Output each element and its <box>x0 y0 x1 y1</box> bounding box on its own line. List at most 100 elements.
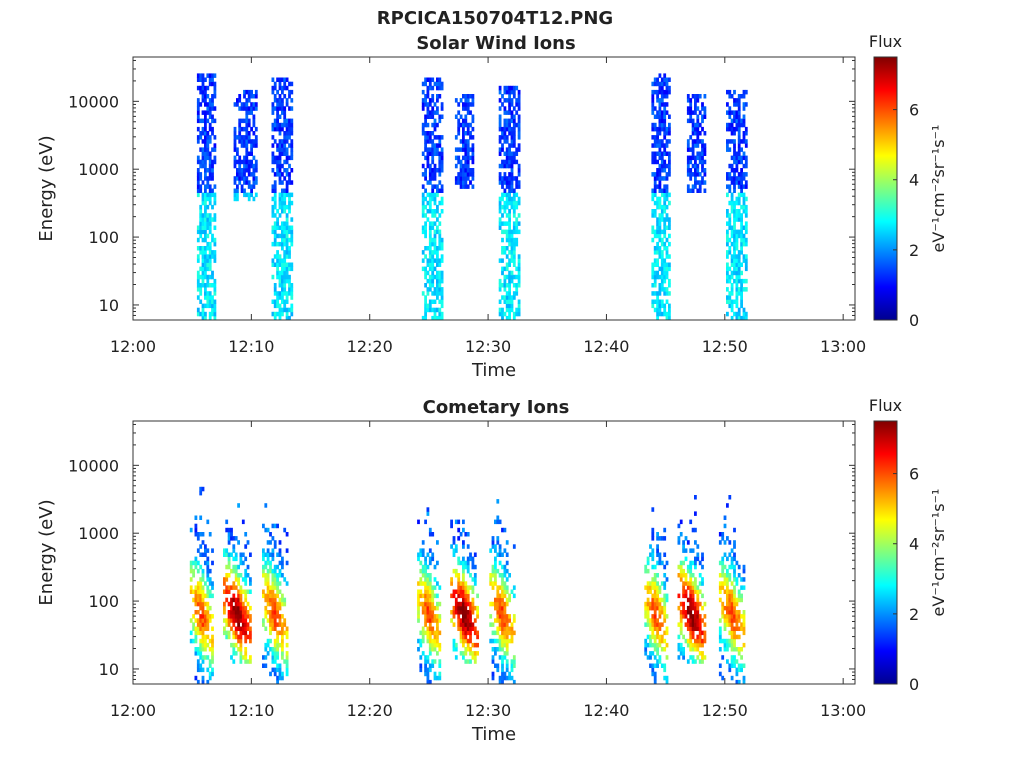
spectrogram-cell <box>653 200 657 206</box>
spectrogram-cell <box>515 176 519 181</box>
spectrogram-cell <box>658 225 662 230</box>
spectrogram-cell <box>211 118 214 124</box>
spectrogram-cell <box>651 597 655 603</box>
spectrogram-cell <box>237 614 240 619</box>
spectrogram-cell <box>510 188 514 193</box>
spectrogram-cell <box>276 274 279 280</box>
spectrogram-cell <box>665 110 669 115</box>
spectrogram-cell <box>246 540 250 545</box>
spectrogram-cell <box>728 89 732 95</box>
spectrogram-cell <box>233 155 237 161</box>
spectrogram-cell <box>426 209 430 214</box>
spectrogram-cell <box>701 114 704 119</box>
spectrogram-cell <box>742 233 746 239</box>
spectrogram-cell <box>243 180 246 185</box>
spectrogram-cell <box>206 614 210 619</box>
spectrogram-cell <box>201 274 205 280</box>
spectrogram-cell <box>199 642 203 648</box>
spectrogram-cell <box>473 659 477 664</box>
spectrogram-cell <box>433 147 437 152</box>
spectrogram-cell <box>426 618 430 623</box>
spectrogram-cell <box>206 196 210 202</box>
spectrogram-cell <box>679 560 683 566</box>
spectrogram-cell <box>689 568 693 574</box>
spectrogram-cell <box>744 241 748 247</box>
spectrogram-cell <box>498 147 502 152</box>
spectrogram-cell <box>424 303 427 309</box>
spectrogram-cell <box>684 589 688 594</box>
spectrogram-cell <box>466 143 470 148</box>
spectrogram-cell <box>689 560 693 566</box>
spectrogram-cell <box>428 560 432 566</box>
spectrogram-cell <box>208 126 212 132</box>
spectrogram-cell <box>689 589 693 594</box>
spectrogram-cell <box>726 266 729 272</box>
spectrogram-cell <box>201 642 205 648</box>
spectrogram-cell <box>740 262 743 267</box>
spectrogram-cell <box>491 540 495 545</box>
spectrogram-cell <box>503 311 507 317</box>
spectrogram-cell <box>254 180 258 185</box>
spectrogram-cell <box>419 655 423 660</box>
spectrogram-cell <box>728 573 732 578</box>
spectrogram-cell <box>440 151 444 156</box>
spectrogram-cell <box>464 651 468 656</box>
spectrogram-cell <box>223 581 226 586</box>
spectrogram-cell <box>250 184 253 189</box>
spectrogram-cell <box>428 233 432 239</box>
spectrogram-cell <box>285 229 289 235</box>
spectrogram-cell <box>651 122 655 128</box>
spectrogram-cell <box>213 225 217 230</box>
spectrogram-cell <box>288 94 291 99</box>
spectrogram-cell <box>737 291 741 296</box>
spectrogram-cell <box>469 626 472 631</box>
spectrogram-cell <box>276 622 279 627</box>
spectrogram-cell <box>438 139 442 144</box>
spectrogram-cell <box>476 593 479 599</box>
spectrogram-cell <box>733 102 736 107</box>
spectrogram-cell <box>194 597 198 603</box>
spectrogram-cell <box>232 568 236 574</box>
spectrogram-cell <box>281 102 284 107</box>
spectrogram-cell <box>735 597 739 603</box>
spectrogram-cell <box>510 659 514 664</box>
spectrogram-cell <box>730 110 734 115</box>
spectrogram-cell <box>653 77 657 82</box>
spectrogram-cell <box>730 126 734 132</box>
spectrogram-cell <box>278 143 282 148</box>
spectrogram-cell <box>431 618 435 623</box>
spectrogram-cell <box>651 81 655 87</box>
spectrogram-cell <box>644 585 648 590</box>
spectrogram-cell <box>491 638 495 644</box>
spectrogram-cell <box>436 184 439 189</box>
spectrogram-cell <box>281 270 284 276</box>
spectrogram-cell <box>243 102 246 107</box>
spectrogram-cell <box>454 519 458 525</box>
spectrogram-cell <box>237 638 240 644</box>
spectrogram-cell <box>249 659 252 664</box>
spectrogram-cell <box>503 131 507 136</box>
spectrogram-cell <box>438 200 442 206</box>
spectrogram-cell <box>285 299 289 304</box>
spectrogram-cell <box>438 659 442 664</box>
spectrogram-cell <box>230 536 233 541</box>
spectrogram-cell <box>660 213 664 218</box>
spectrogram-cell <box>742 192 746 198</box>
spectrogram-cell <box>658 126 662 132</box>
spectrogram-cell <box>225 577 229 582</box>
spectrogram-cell <box>438 618 442 623</box>
spectrogram-cell <box>464 98 468 103</box>
spectrogram-cell <box>438 299 442 304</box>
spectrogram-cell <box>508 258 511 263</box>
spectrogram-cell <box>689 135 693 140</box>
spectrogram-cell <box>505 266 509 272</box>
spectrogram-cell <box>208 172 212 177</box>
spectrogram-cell <box>737 250 741 255</box>
spectrogram-cell <box>508 147 511 152</box>
spectrogram-cell <box>689 147 693 152</box>
spectrogram-cell <box>290 303 294 309</box>
spectrogram-cell <box>276 143 279 148</box>
x-tick-label: 12:10 <box>228 337 274 356</box>
spectrogram-cell <box>505 630 509 636</box>
spectrogram-cell <box>273 221 277 226</box>
